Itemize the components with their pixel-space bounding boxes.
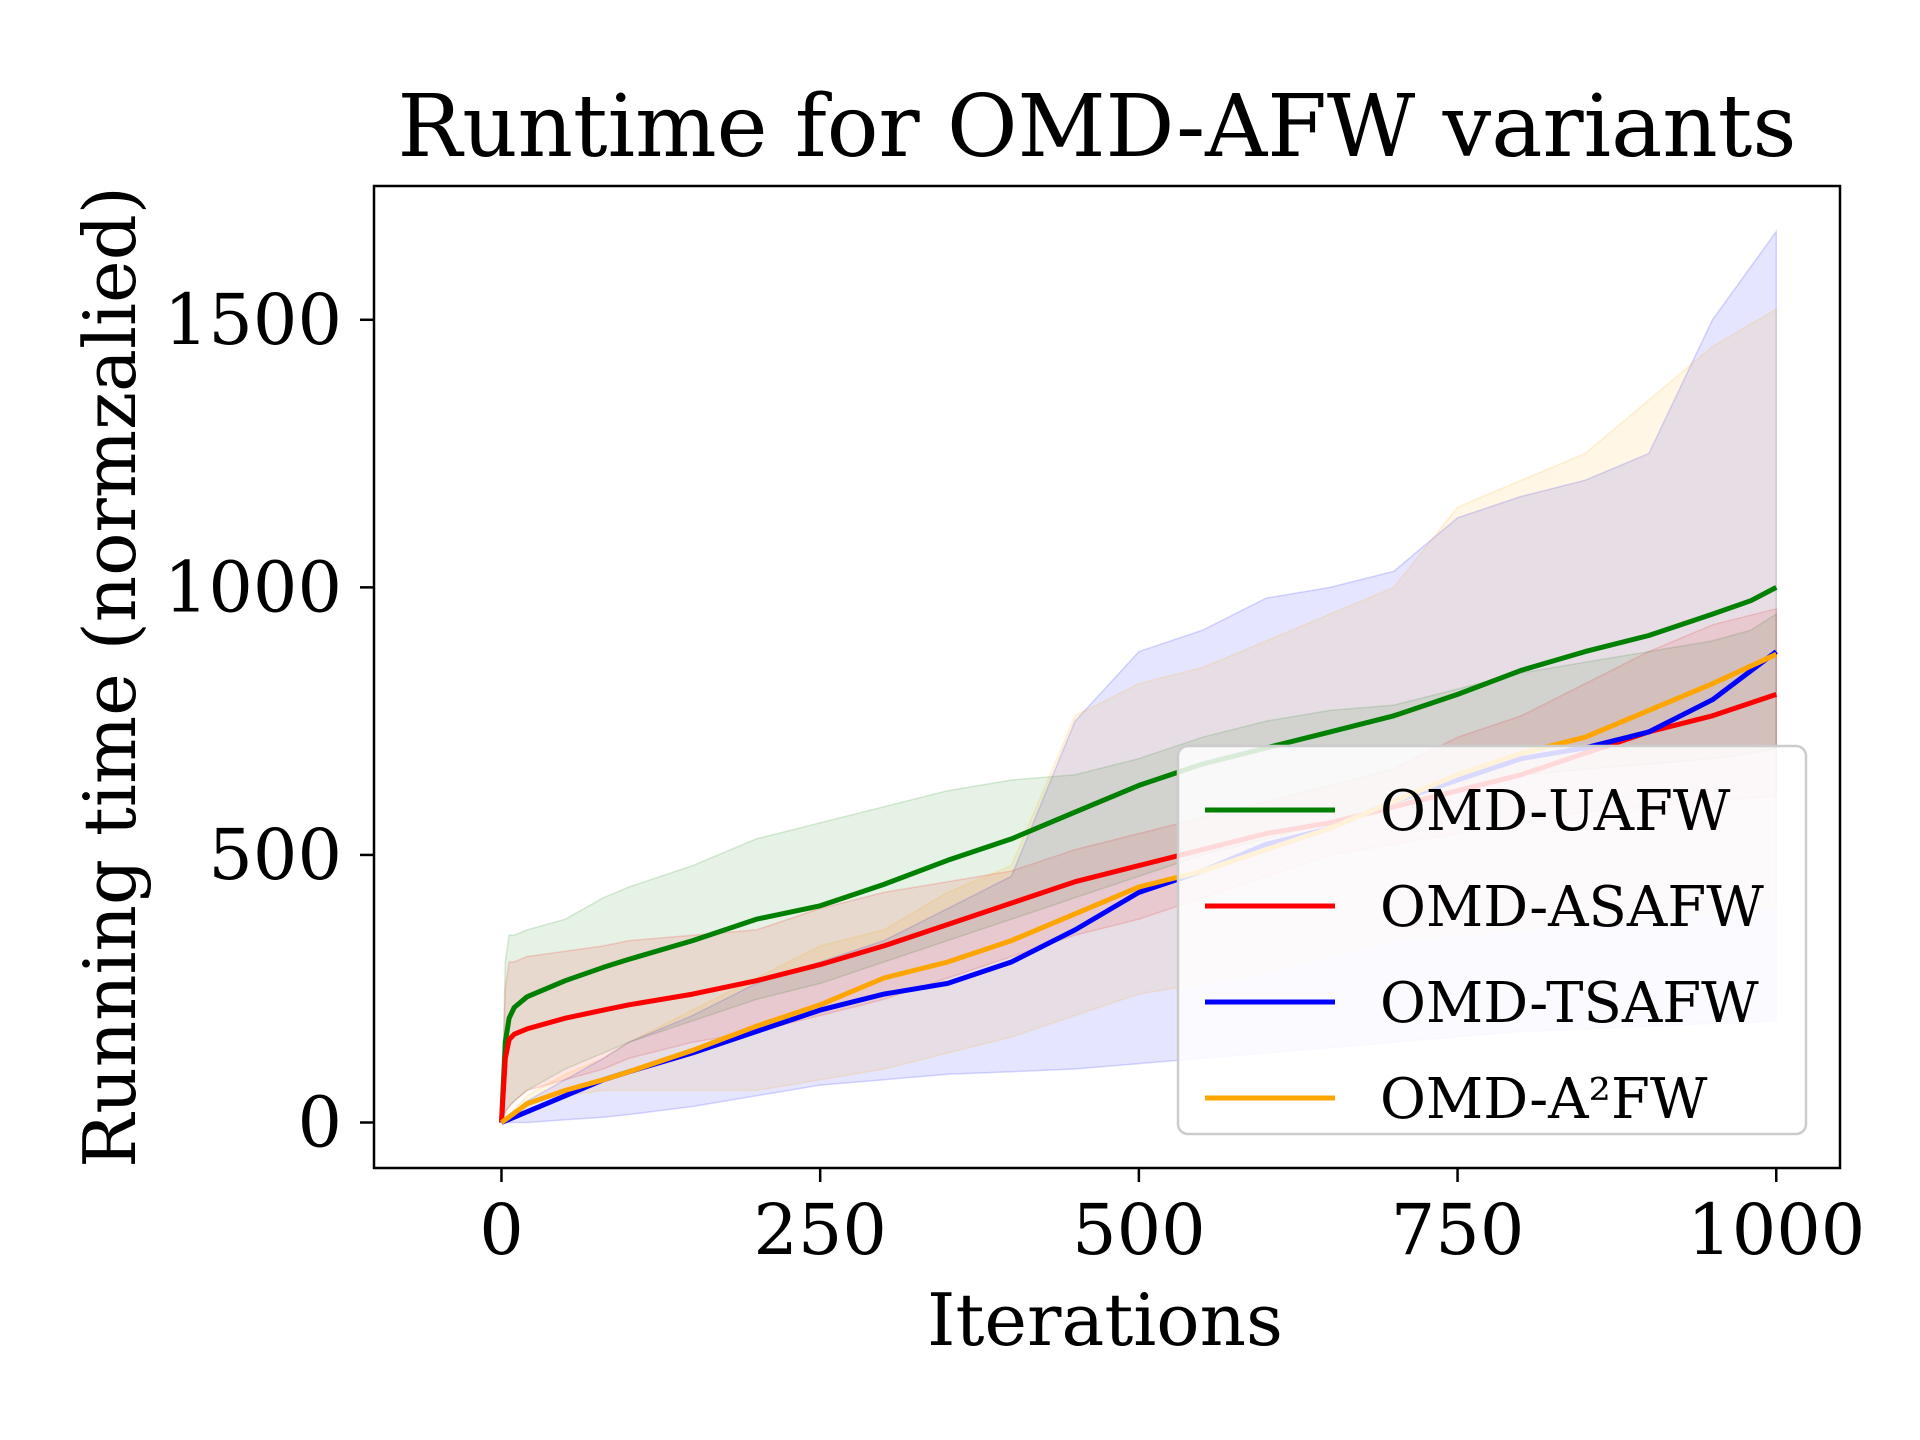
- y-tick-label: 0: [297, 1082, 342, 1164]
- x-axis-label: Iterations: [927, 1278, 1283, 1362]
- legend-label-omd-tsafw: OMD-TSAFW: [1380, 971, 1759, 1036]
- band-omd-uafw: [500, 612, 1778, 1123]
- chart-title: Runtime for OMD-AFW variants: [398, 77, 1797, 177]
- x-tick-label: 250: [753, 1189, 887, 1271]
- x-tick-label: 500: [1072, 1189, 1206, 1271]
- plot-frame: [372, 184, 1842, 1170]
- series-line-omd-uafw: [499, 585, 1778, 1123]
- y-axis-ticks: 0 500 1000 1500: [164, 279, 374, 1164]
- x-tick-label: 750: [1391, 1189, 1525, 1271]
- legend-label-omd-a-fw: OMD-A²FW: [1380, 1067, 1708, 1132]
- legend: OMD-UAFW OMD-ASAFW OMD-TSAFW OMD-A²FW: [1176, 744, 1808, 1136]
- y-tick-label: 1500: [164, 279, 342, 361]
- x-tick-label: 0: [479, 1189, 524, 1271]
- legend-label-omd-asafw: OMD-ASAFW: [1380, 875, 1764, 940]
- y-axis-label: Running time (normzalied): [68, 186, 152, 1168]
- x-tick-label: 1000: [1687, 1189, 1865, 1271]
- legend-box: [1176, 744, 1808, 1136]
- y-tick-label: 1000: [164, 546, 342, 628]
- legend-label-omd-uafw: OMD-UAFW: [1380, 779, 1731, 844]
- x-axis-ticks: 0 250 500 750 1000: [479, 1168, 1865, 1271]
- y-tick-label: 500: [208, 814, 342, 896]
